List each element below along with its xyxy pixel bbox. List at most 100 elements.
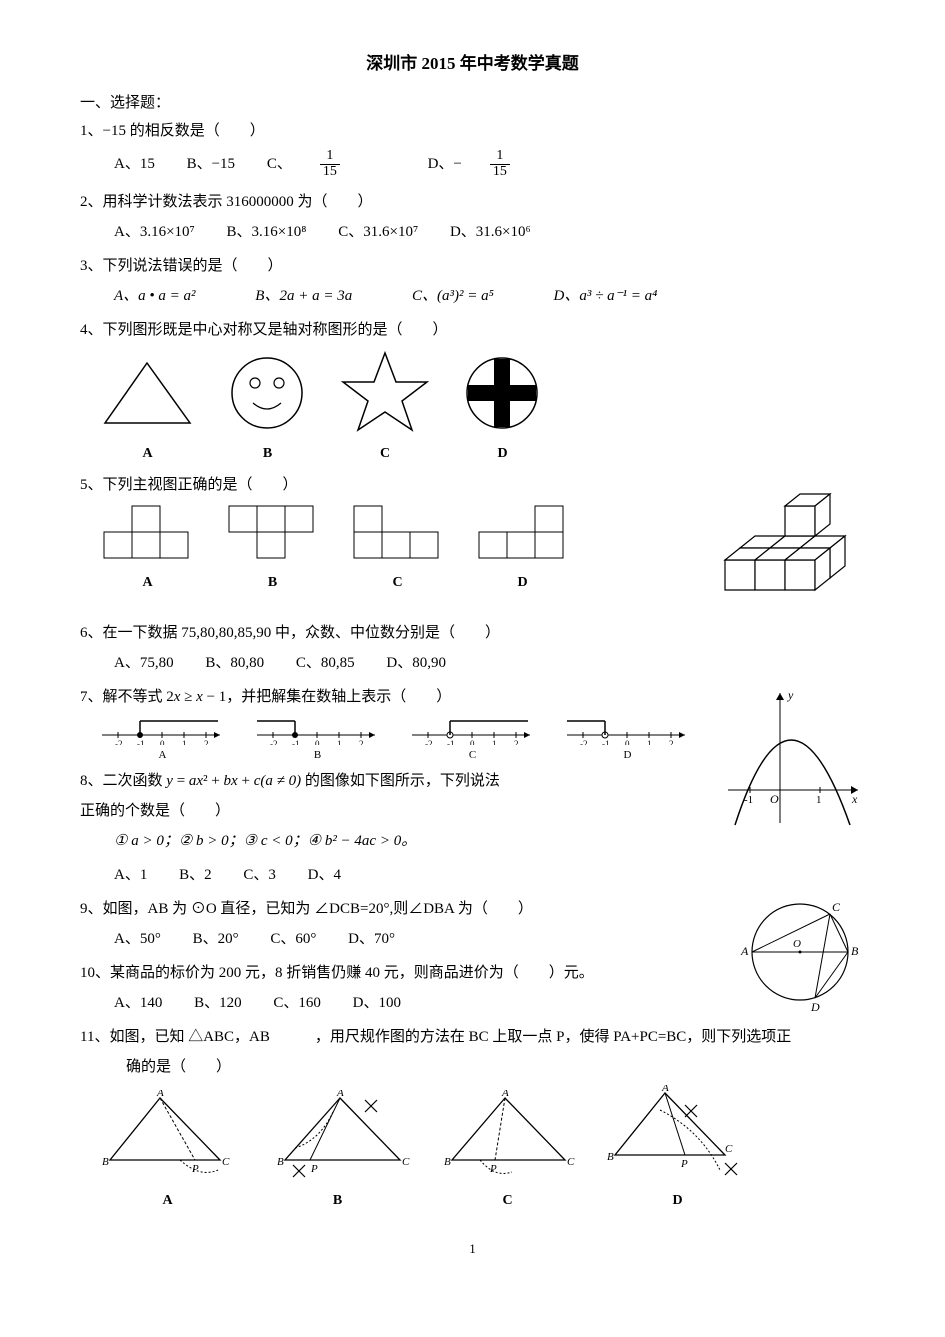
svg-text:-1: -1 xyxy=(744,794,753,806)
svg-text:-2: -2 xyxy=(580,739,588,745)
page-number: 1 xyxy=(80,1239,865,1260)
svg-text:O: O xyxy=(793,938,801,950)
q11-figures: A B P C A A B P C B A B P xyxy=(100,1085,865,1213)
page-title: 深圳市 2015 年中考数学真题 xyxy=(80,50,865,77)
svg-text:-1: -1 xyxy=(447,739,455,745)
svg-text:P: P xyxy=(680,1158,688,1170)
triangle-icon xyxy=(100,358,195,433)
q7-fig-c: -2-1012 C xyxy=(410,715,535,765)
q4-figures: A B C D xyxy=(100,348,865,466)
q8-opt-c: C、3 xyxy=(243,863,276,887)
q10-opt-b: B、120 xyxy=(194,991,242,1015)
q10-opt-c: C、160 xyxy=(273,991,321,1015)
construction-b-icon: A B P C xyxy=(265,1090,410,1180)
svg-text:C: C xyxy=(222,1156,230,1168)
q5-label-d: D xyxy=(475,572,570,594)
svg-text:0: 0 xyxy=(470,739,475,745)
q2-opt-b: B、3.16×10⁸ xyxy=(227,220,307,244)
q10-opts: A、140 B、120 C、160 D、100 xyxy=(114,991,717,1015)
q5-stem: 5、下列主视图正确的是（ ） xyxy=(80,473,702,497)
svg-text:A: A xyxy=(156,1090,164,1099)
q1-opt-b: B、−15 xyxy=(187,152,235,176)
svg-text:1: 1 xyxy=(182,739,187,745)
q11-fig-a: A B P C A xyxy=(100,1090,235,1213)
q4-label-d: D xyxy=(460,443,545,465)
q9-opts: A、50° B、20° C、60° D、70° xyxy=(114,927,717,951)
q3-opt-b: B、2a + a = 3a xyxy=(255,284,380,308)
q10-opt-a: A、140 xyxy=(114,991,162,1015)
q6-opt-b: B、80,80 xyxy=(205,651,264,675)
q8-opt-a: A、1 xyxy=(114,863,147,887)
q2-opt-a: A、3.16×10⁷ xyxy=(114,220,195,244)
q8-stem: 8、二次函数 y = ax² + bx + c(a ≠ 0) 的图像如下图所示，… xyxy=(80,769,702,793)
q11-label-d: D xyxy=(605,1190,750,1212)
q3-stem: 3、下列说法错误的是（ ） xyxy=(80,254,865,278)
svg-text:2: 2 xyxy=(359,739,364,745)
view-d-icon xyxy=(475,503,570,561)
svg-text:1: 1 xyxy=(337,739,342,745)
svg-text:B: B xyxy=(277,1156,284,1168)
svg-text:A: A xyxy=(501,1090,509,1099)
svg-text:P: P xyxy=(191,1163,199,1175)
construction-c-icon: A B P C xyxy=(440,1090,575,1180)
q4-fig-d: D xyxy=(460,353,545,466)
q2-opt-c: C、31.6×10⁷ xyxy=(338,220,418,244)
svg-text:x: x xyxy=(851,792,858,806)
view-c-icon xyxy=(350,503,445,561)
q8-stem-line2: 正确的个数是（ ） xyxy=(80,799,702,823)
svg-text:-2: -2 xyxy=(425,739,433,745)
q5-label-a: A xyxy=(100,572,195,594)
svg-text:A: A xyxy=(661,1085,669,1094)
numberline-d-icon: -2-1012 xyxy=(565,715,690,745)
svg-text:D: D xyxy=(810,1000,820,1014)
q1-opts: A、15 B、−15 C、115 D、−115 xyxy=(114,149,865,179)
q8-figure: x y O -1 1 xyxy=(720,685,865,838)
q8-opt-d: D、4 xyxy=(308,863,341,887)
q9-stem: 9、如图，AB 为 ⊙O 直径，已知为 ∠DCB=20°,则∠DBA 为（ ） xyxy=(80,897,717,921)
q7-label-b: B xyxy=(255,747,380,765)
q7-figures: -2-1012 A -2-1012 B xyxy=(100,715,702,765)
svg-text:C: C xyxy=(402,1156,410,1168)
q4-fig-b: B xyxy=(225,353,310,466)
q2-opts: A、3.16×10⁷ B、3.16×10⁸ C、31.6×10⁷ D、31.6×… xyxy=(114,220,865,244)
construction-d-icon: A B P C xyxy=(605,1085,750,1180)
star-icon xyxy=(340,348,430,433)
svg-text:1: 1 xyxy=(647,739,652,745)
q9-opt-d: D、70° xyxy=(348,927,395,951)
q7-label-a: A xyxy=(100,747,225,765)
svg-text:C: C xyxy=(567,1156,575,1168)
wheel-cross-icon xyxy=(460,353,545,433)
q10-stem: 10、某商品的标价为 200 元，8 折销售仍赚 40 元，则商品进价为（ ）元… xyxy=(80,961,717,985)
q2-stem: 2、用科学计数法表示 316000000 为（ ） xyxy=(80,190,865,214)
q7-label-c: C xyxy=(410,747,535,765)
q7-fig-b: -2-1012 B xyxy=(255,715,380,765)
q6-opt-a: A、75,80 xyxy=(114,651,174,675)
q11-label-b: B xyxy=(265,1190,410,1212)
q2-opt-d: D、31.6×10⁶ xyxy=(450,220,531,244)
svg-text:P: P xyxy=(310,1163,318,1175)
q11-fig-d: A B P C D xyxy=(605,1085,750,1213)
q3-opt-d: D、a³ ÷ a⁻¹ = a⁴ xyxy=(554,284,686,308)
q6-opt-d: D、80,90 xyxy=(386,651,446,675)
cubes-3d-icon xyxy=(720,473,865,613)
svg-text:0: 0 xyxy=(625,739,630,745)
q5-fig-d: D xyxy=(475,503,570,594)
q7-label-d: D xyxy=(565,747,690,765)
q9-opt-c: C、60° xyxy=(270,927,316,951)
svg-text:B: B xyxy=(607,1151,614,1163)
view-b-icon xyxy=(225,503,320,561)
svg-text:1: 1 xyxy=(492,739,497,745)
view-a-icon xyxy=(100,503,195,561)
q5-fig-b: B xyxy=(225,503,320,594)
svg-text:y: y xyxy=(787,688,794,702)
q4-label-b: B xyxy=(225,443,310,465)
q8-opt-b: B、2 xyxy=(179,863,212,887)
svg-text:C: C xyxy=(832,900,841,914)
q7-fig-d: -2-1012 D xyxy=(565,715,690,765)
svg-text:2: 2 xyxy=(204,739,209,745)
numberline-b-icon: -2-1012 xyxy=(255,715,380,745)
q5-fig-c: C xyxy=(350,503,445,594)
q3-opt-c: C、(a³)² = a⁵ xyxy=(412,284,522,308)
q9-opt-a: A、50° xyxy=(114,927,161,951)
numberline-c-icon: -2-1012 xyxy=(410,715,535,745)
